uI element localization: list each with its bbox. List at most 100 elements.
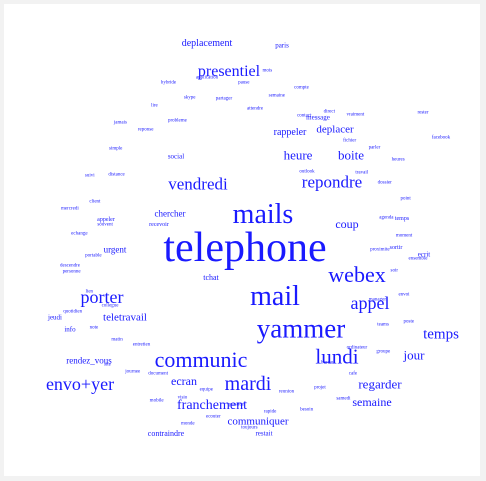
cloud-word: rappeler (273, 127, 307, 138)
cloud-word: direct (323, 109, 336, 115)
cloud-word: deplacer (316, 123, 354, 136)
cloud-word: samedi (336, 396, 351, 402)
cloud-word: mardi (224, 373, 272, 395)
cloud-word: temps (394, 216, 410, 222)
cloud-word: paris (275, 41, 289, 50)
cloud-word: journee (125, 369, 141, 375)
cloud-word: heure (283, 147, 313, 163)
cloud-word: document (148, 371, 168, 377)
cloud-word: chercher (154, 208, 186, 219)
cloud-word: rapide (263, 409, 277, 415)
cloud-word: monde (180, 421, 195, 427)
cloud-word: proximite (370, 247, 390, 253)
cloud-word: telephone (163, 225, 327, 271)
cloud-word: equipe (199, 387, 213, 393)
cloud-word: skype (183, 95, 196, 101)
cloud-word: repondre (301, 172, 363, 192)
cloud-word: hybride (160, 80, 177, 86)
cloud-word: collegue (101, 303, 119, 309)
cloud-word: deplacement (181, 38, 233, 49)
cloud-word: boite (338, 147, 364, 163)
cloud-word: tchat (203, 273, 219, 282)
cloud-word: ordinateur (346, 345, 368, 351)
cloud-word: teletravail (103, 311, 147, 324)
cloud-word: lire (151, 103, 158, 109)
cloud-word: regarder (358, 376, 402, 392)
cloud-word: envo+yer (45, 374, 115, 394)
cloud-word: distance (108, 172, 125, 178)
cloud-word: site (103, 362, 111, 368)
cloud-word: compte (294, 85, 309, 91)
cloud-word: contact (297, 113, 312, 119)
cloud-word: pause (238, 80, 250, 86)
cloud-word: yammer (256, 313, 346, 344)
cloud-word: jour (403, 347, 425, 363)
cloud-word: recevoir (149, 222, 169, 228)
cloud-word: travail (355, 170, 369, 176)
cloud-word: partager (215, 96, 233, 102)
cloud-word: restait (255, 429, 273, 438)
cloud-word: bureau (320, 360, 335, 366)
cloud-word: fichier (343, 138, 357, 144)
cloud-word: lien (85, 289, 94, 295)
cloud-word: reunion (278, 389, 295, 395)
cloud-word: ecran (171, 374, 197, 388)
cloud-word: appel (350, 293, 390, 313)
cloud-word: social (167, 152, 185, 161)
cloud-word: client (89, 199, 101, 205)
cloud-word: application (195, 75, 219, 81)
cloud-word: groupe (376, 349, 391, 355)
cloud-word: info (64, 325, 76, 334)
cloud-word: agenda (379, 215, 394, 221)
cloud-word: appeler (97, 217, 115, 223)
cloud-word: attendre (247, 106, 264, 112)
cloud-word: moment (395, 233, 413, 239)
cloud-word: matin (111, 337, 123, 343)
cloud-word: besoin (300, 407, 314, 413)
cloud-word: temps (423, 326, 459, 343)
cloud-word: visio (177, 395, 188, 401)
cloud-word: vendredi (168, 174, 228, 194)
cloud-word: webex (328, 262, 386, 287)
cloud-word: poste (403, 319, 415, 325)
cloud-word: parler (368, 145, 381, 151)
cloud-word: dossier (377, 180, 392, 186)
cloud-word: vraiment (346, 112, 365, 118)
cloud-word: rendez_vous (66, 355, 112, 366)
cloud-word: mail (250, 281, 300, 312)
cloud-word: envoi (398, 292, 410, 298)
cloud-word: mercredi (60, 206, 79, 212)
cloud-word: contraindre (147, 429, 185, 438)
cloud-frame (4, 4, 480, 476)
cloud-word: probleme (167, 118, 187, 124)
cloud-word: sortir (389, 245, 403, 251)
cloud-word: jamais (113, 120, 127, 126)
cloud-word: reponse (137, 127, 154, 133)
cloud-word: simple (109, 146, 123, 152)
cloud-word: portable (85, 253, 102, 259)
cloud-word: teams (377, 322, 389, 328)
cloud-word: manager (368, 297, 386, 303)
cloud-word: ecouter (205, 414, 221, 420)
cloud-word: presentiel (197, 63, 261, 80)
cloud-word: rester (417, 110, 429, 116)
cloud-word: entretien (132, 342, 151, 348)
cloud-word: franchement (177, 398, 247, 413)
cloud-word: souvent (97, 222, 113, 228)
cloud-word: descendre (60, 263, 80, 269)
cloud-word: cafe (348, 371, 358, 377)
cloud-word: mails (232, 199, 294, 230)
cloud-word: ensemble (408, 256, 428, 262)
cloud-word: quotidien (63, 309, 83, 315)
cloud-word: semaine (352, 395, 392, 409)
cloud-word: echange (71, 231, 88, 237)
cloud-word: heures (391, 157, 405, 163)
cloud-word: facebook (431, 135, 451, 141)
cloud-word: porter (80, 287, 124, 307)
cloud-word: message (306, 113, 330, 122)
cloud-word: soir (390, 268, 399, 274)
cloud-word: communiquer (227, 415, 289, 428)
cloud-word: outlook (299, 169, 315, 175)
cloud-word: mois (262, 68, 273, 74)
